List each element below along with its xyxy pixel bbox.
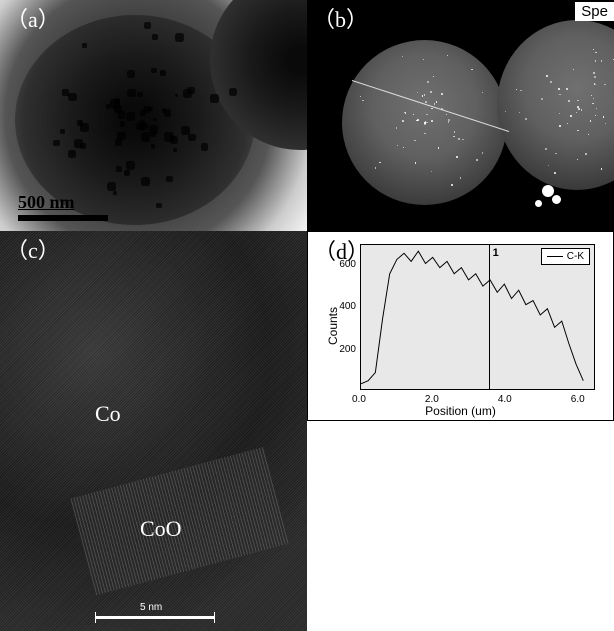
panel-b-haadf: Spe （b） — [307, 0, 614, 231]
spectrum-tag: Spe — [575, 2, 614, 21]
vertical-marker — [489, 245, 490, 389]
vertical-marker-label: 1 — [493, 247, 499, 259]
y-axis-label: Counts — [326, 307, 340, 345]
scalebar-a-text: 500 nm — [18, 192, 75, 213]
panel-d-lineprofile: （d） 1 C-K Counts Position (um) 0.02.04.0… — [307, 231, 614, 421]
x-axis-label: Position (um) — [425, 404, 496, 418]
annotation-coo: CoO — [140, 516, 182, 542]
haadf-sphere-2 — [497, 20, 614, 190]
panel-b-label: （b） — [313, 2, 368, 34]
scalebar-c-text: 5 nm — [140, 602, 162, 613]
scalebar-a — [18, 215, 108, 221]
plot-svg — [361, 245, 594, 389]
panel-c-label: （c） — [6, 233, 60, 265]
legend-line-icon — [547, 256, 563, 257]
series-c-k — [361, 251, 583, 384]
bright-particle — [552, 195, 561, 204]
bright-particle — [535, 200, 542, 207]
scalebar-c — [95, 616, 215, 619]
legend-entry: C-K — [567, 251, 584, 262]
panel-a-tem: （a） 500 nm — [0, 0, 307, 231]
panel-c-hrtem: （c） Co CoO 5 nm — [0, 231, 307, 631]
plot-area: 1 C-K — [360, 244, 595, 390]
annotation-co: Co — [95, 401, 121, 427]
legend: C-K — [541, 248, 590, 265]
panel-d-label: （d） — [314, 234, 369, 266]
bright-particle — [542, 185, 554, 197]
panel-a-label: （a） — [6, 2, 60, 34]
